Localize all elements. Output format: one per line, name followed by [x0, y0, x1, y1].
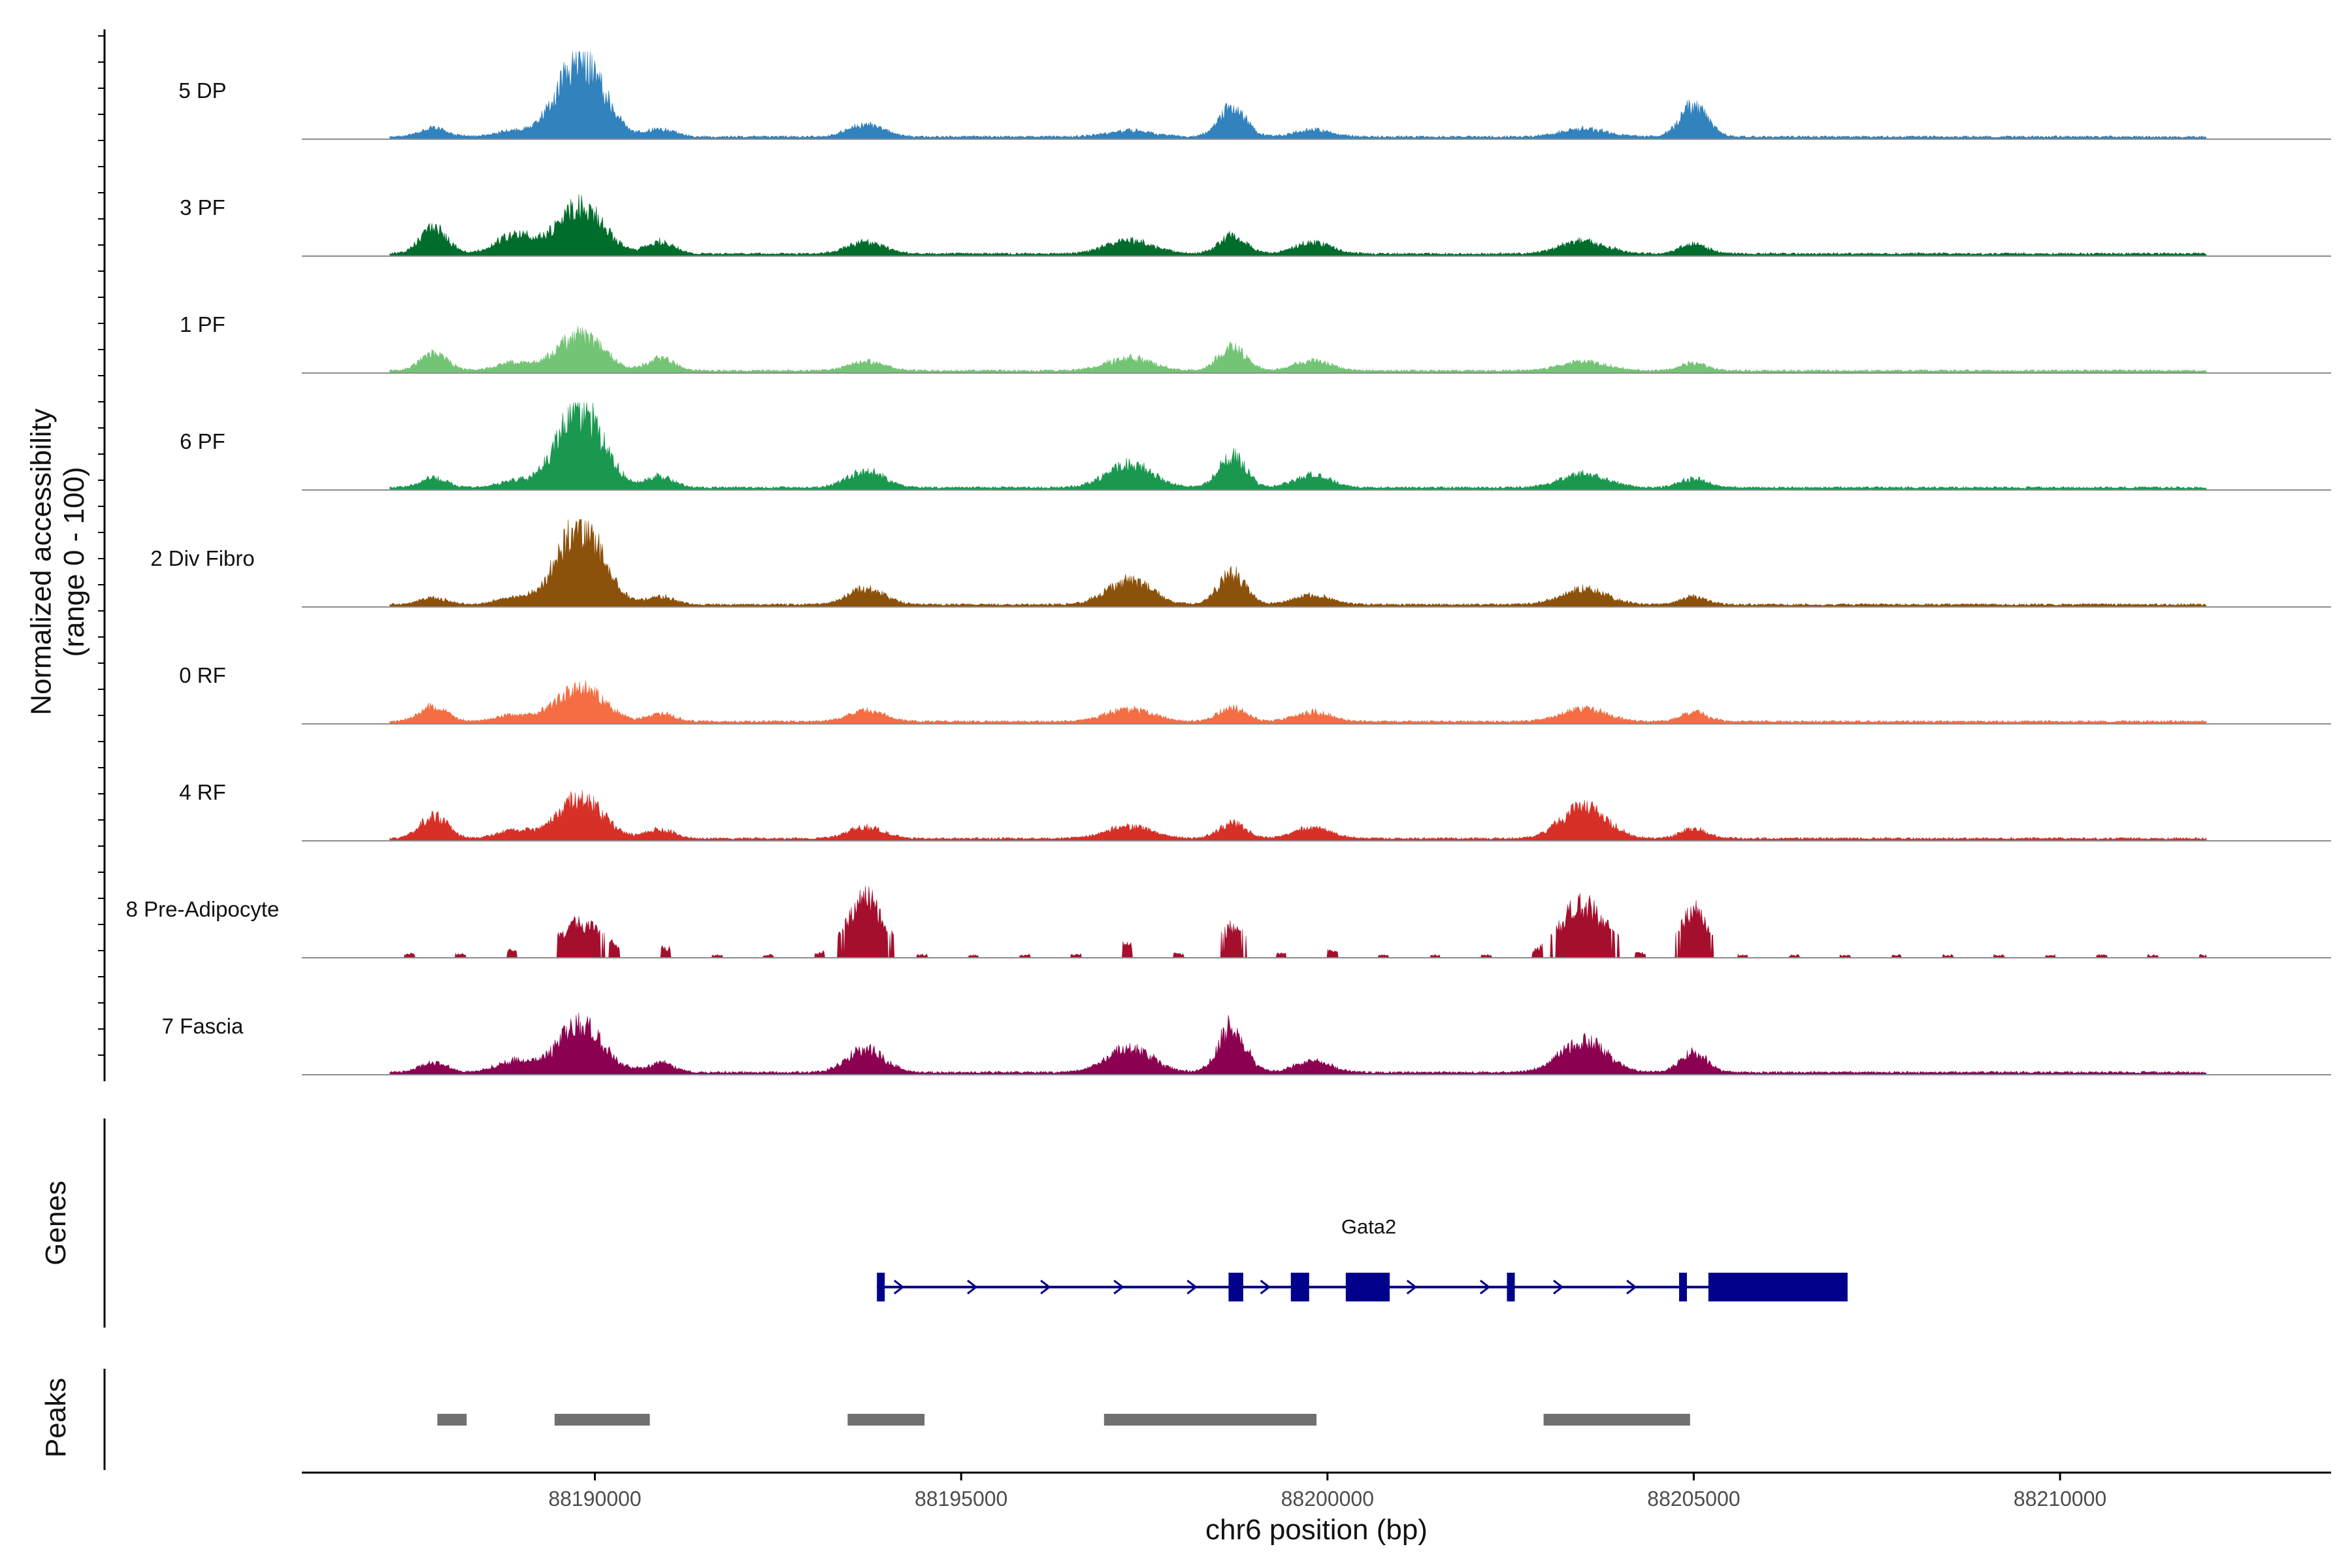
coverage-area [389, 194, 2207, 257]
track-1-pf: 1 PF [180, 312, 2331, 374]
gene-exon [1507, 1273, 1515, 1301]
y-axis-title-line: (range 0 - 100) [58, 466, 90, 657]
gene-exon [1345, 1273, 1390, 1301]
y-axis-title: Normalized accessibility(range 0 - 100) [25, 408, 91, 715]
track-0-rf: 0 RF [179, 663, 2331, 725]
x-tick-label: 88195000 [915, 1487, 1007, 1511]
x-tick-label: 88205000 [1647, 1487, 1740, 1511]
peak-region [847, 1414, 925, 1426]
coverage-area [389, 51, 2207, 140]
genes-track-label: Genes [40, 1181, 72, 1266]
gene-exon [877, 1273, 885, 1301]
track-label: 6 PF [180, 429, 225, 453]
gene-exon [1290, 1273, 1309, 1301]
track-7-fascia: 7 Fascia [162, 1013, 2331, 1075]
track-4-rf: 4 RF [179, 780, 2331, 841]
strand-arrow [1260, 1279, 1271, 1295]
strand-arrow [1479, 1279, 1491, 1295]
track-label: 3 PF [180, 195, 225, 220]
x-tick-label: 88210000 [2014, 1487, 2106, 1511]
coverage-area [389, 325, 2207, 374]
track-label: 4 RF [179, 780, 226, 804]
y-axis-lines [98, 29, 106, 1470]
track-3-pf: 3 PF [180, 194, 2331, 257]
track-label: 0 RF [179, 663, 226, 687]
track-label: 7 Fascia [162, 1014, 244, 1038]
track-8-pre-adipocyte: 8 Pre-Adipocyte [126, 886, 2331, 958]
gene-name-label: Gata2 [1341, 1215, 1396, 1238]
x-axis-title: chr6 position (bp) [1205, 1514, 1428, 1546]
gene-utr-block [1708, 1273, 1848, 1301]
coverage-area [389, 679, 2207, 725]
coverage-area [389, 402, 2207, 491]
x-axis: 88190000 88195000 88200000 88205000 88210000 [302, 1471, 2331, 1511]
peaks-track [437, 1414, 1690, 1426]
strand-arrow [1626, 1279, 1637, 1295]
y-axis-title-line: Normalized accessibility [25, 408, 57, 715]
peak-region [554, 1414, 650, 1426]
coverage-tracks: 5 DP 3 PF 1 PF 6 PF 2 Div Fibro 0 RF 4 RF 8 Pre… [126, 51, 2331, 1075]
gene-exon [1228, 1273, 1243, 1301]
track-label: 1 PF [180, 312, 225, 336]
track-label: 5 DP [178, 78, 226, 103]
track-label: 8 Pre-Adipocyte [126, 897, 280, 921]
x-tick-label: 88190000 [548, 1487, 641, 1511]
peak-region [437, 1414, 467, 1426]
strand-arrow [893, 1279, 905, 1295]
coverage-area [389, 519, 2207, 608]
genes-track: Gata2 [877, 1215, 1848, 1301]
peak-region [1543, 1414, 1690, 1426]
strand-arrow [1040, 1279, 1051, 1295]
track-5-dp: 5 DP [178, 51, 2331, 140]
peaks-track-label: Peaks [40, 1378, 72, 1458]
track-2-div-fibro: 2 Div Fibro [150, 519, 2331, 608]
strand-arrow [967, 1279, 978, 1295]
strand-arrow [1186, 1279, 1198, 1295]
strand-arrow [1406, 1279, 1418, 1295]
coverage-area [389, 886, 2207, 958]
track-label: 2 Div Fibro [150, 546, 255, 570]
gene-exon [1679, 1273, 1688, 1301]
coverage-area [389, 790, 2207, 841]
track-6-pf: 6 PF [180, 402, 2331, 491]
peak-region [1103, 1414, 1316, 1426]
strand-arrow [1113, 1279, 1124, 1295]
coverage-area [389, 1013, 2207, 1075]
x-tick-label: 88200000 [1281, 1487, 1374, 1511]
strand-arrow [1553, 1279, 1564, 1295]
